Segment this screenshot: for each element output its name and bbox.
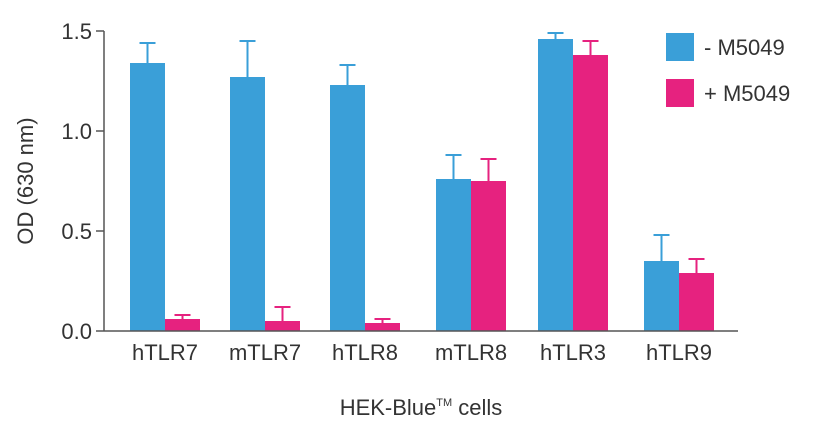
error-bar-htlr8-minus-m5049 (339, 64, 356, 85)
x-tick-label-htlr9: hTLR9 (646, 340, 712, 365)
y-tick-label-0.5: 0.5 (61, 219, 92, 244)
bar-mtlr8-minus-m5049 (436, 179, 471, 331)
error-bar-htlr3-plus-m5049 (582, 40, 599, 55)
bar-mtlr7-minus-m5049 (230, 77, 265, 331)
x-tick-label-mtlr8: mTLR8 (435, 340, 507, 365)
x-tick-label-htlr7: hTLR7 (132, 340, 198, 365)
y-tick-label-1.0: 1.0 (61, 119, 92, 144)
legend-label-minus-m5049: - M5049 (704, 35, 785, 60)
y-tick-label-1.5: 1.5 (61, 19, 92, 44)
error-bar-htlr9-minus-m5049 (653, 234, 670, 261)
legend-label-plus-m5049: + M5049 (704, 81, 790, 106)
error-bar-htlr9-plus-m5049 (688, 258, 705, 273)
bar-htlr3-minus-m5049 (538, 39, 573, 331)
error-bar-mtlr7-minus-m5049 (239, 40, 256, 77)
x-tick-label-mtlr7: mTLR7 (229, 340, 301, 365)
error-bar-mtlr8-plus-m5049 (480, 158, 497, 181)
bar-htlr8-plus-m5049 (365, 323, 400, 331)
bar-mtlr7-plus-m5049 (265, 321, 300, 331)
legend: - M5049 + M5049 (666, 33, 790, 107)
y-tick-label-0.0: 0.0 (61, 319, 92, 344)
error-bar-htlr3-minus-m5049 (547, 32, 564, 39)
x-axis-label-main: HEK-Blue (340, 395, 437, 420)
legend-swatch-minus-m5049 (666, 33, 694, 61)
y-ticks-layer: 0.0 0.5 1.0 1.5 (61, 19, 104, 344)
bar-htlr7-plus-m5049 (165, 319, 200, 331)
bars-layer (130, 39, 714, 331)
bar-htlr7-minus-m5049 (130, 63, 165, 331)
legend-swatch-plus-m5049 (666, 79, 694, 107)
x-axis-label-suffix: cells (452, 395, 502, 420)
bar-htlr3-plus-m5049 (573, 55, 608, 331)
bar-htlr9-minus-m5049 (644, 261, 679, 331)
x-axis-label-trademark: TM (436, 397, 452, 409)
error-bars-layer (139, 32, 705, 323)
x-axis-label: HEK-BlueTM cells (340, 395, 503, 420)
error-bar-htlr8-plus-m5049 (374, 318, 391, 323)
error-bar-htlr7-plus-m5049 (174, 314, 191, 319)
error-bar-mtlr8-minus-m5049 (445, 154, 462, 179)
error-bar-mtlr7-plus-m5049 (274, 306, 291, 321)
bar-mtlr8-plus-m5049 (471, 181, 506, 331)
x-tick-labels-layer: hTLR7 mTLR7 hTLR8 mTLR8 hTLR3 hTLR9 (132, 340, 712, 365)
bar-htlr9-plus-m5049 (679, 273, 714, 331)
y-axis-label: OD (630 nm) (13, 117, 38, 244)
bar-htlr8-minus-m5049 (330, 85, 365, 331)
x-tick-label-htlr8: hTLR8 (332, 340, 398, 365)
error-bar-htlr7-minus-m5049 (139, 42, 156, 63)
x-tick-label-htlr3: hTLR3 (540, 340, 606, 365)
